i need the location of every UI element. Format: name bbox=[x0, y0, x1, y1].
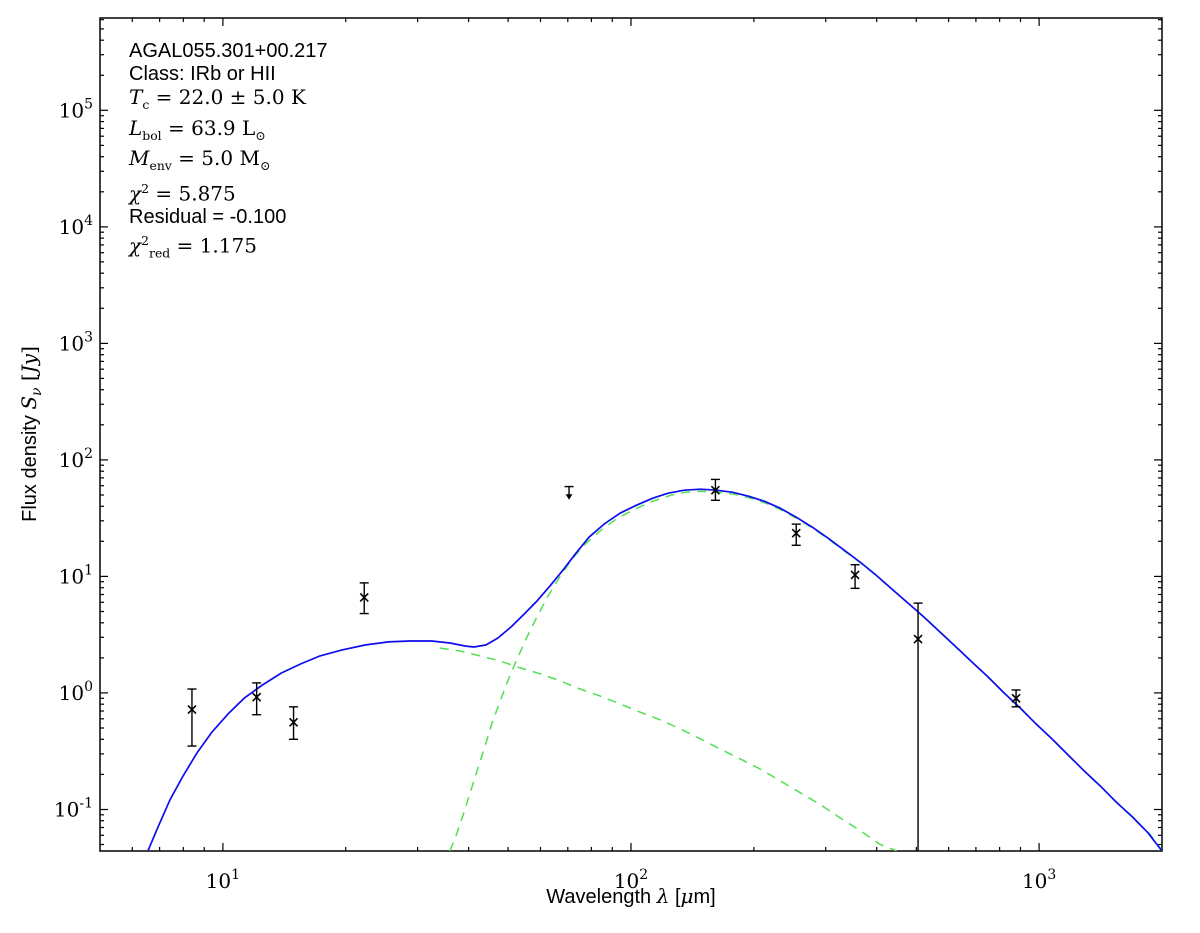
annotation-luminosity: Lbol = 63.9 L⊙ bbox=[129, 115, 266, 143]
x-marker bbox=[187, 704, 197, 715]
annotation-class: Class: IRb or HII bbox=[129, 63, 276, 86]
data-point bbox=[710, 478, 720, 502]
y-axis-label: Flux density Sν [Jy] bbox=[17, 346, 45, 522]
data-point bbox=[1011, 689, 1021, 708]
warm-component-curve bbox=[439, 647, 898, 851]
data-point bbox=[252, 682, 262, 716]
fit-parameters-annotation: AGAL055.301+00.217 Class: IRb or HII Tc … bbox=[129, 40, 328, 265]
annotation-temperature: Tc = 22.0 ± 5.0 K bbox=[129, 85, 306, 113]
model-curves bbox=[147, 488, 1162, 851]
down-arrow-icon bbox=[565, 494, 573, 500]
x-marker bbox=[1011, 693, 1021, 703]
y-tick-label: 104 bbox=[59, 213, 93, 239]
annotation-chi-squared-reduced: χ2red = 1.175 bbox=[129, 233, 257, 261]
data-points bbox=[187, 478, 1021, 851]
x-axis-label: Wavelength λ [μm] bbox=[546, 884, 715, 908]
data-point bbox=[791, 523, 801, 546]
x-marker bbox=[288, 717, 299, 727]
annotation-envelope-mass: Menv = 5.0 M⊙ bbox=[129, 145, 271, 173]
upper-limit-point bbox=[564, 485, 574, 500]
y-tick-label: 102 bbox=[59, 446, 93, 472]
plot-frame bbox=[99, 17, 1163, 852]
x-tick-label: 103 bbox=[1022, 867, 1056, 893]
data-point bbox=[850, 564, 860, 590]
x-marker bbox=[850, 570, 860, 580]
y-tick-label: 10-1 bbox=[54, 795, 93, 821]
data-point bbox=[359, 582, 369, 615]
x-marker bbox=[710, 485, 720, 495]
data-point bbox=[288, 706, 299, 741]
y-tick-label: 101 bbox=[59, 562, 93, 588]
x-marker bbox=[359, 592, 369, 603]
y-tick-label: 100 bbox=[59, 679, 93, 705]
annotation-chi-squared: χ2 = 5.875 bbox=[129, 181, 236, 206]
x-marker bbox=[791, 528, 801, 538]
y-tick-label: 103 bbox=[59, 329, 93, 355]
cold-component-curve bbox=[449, 490, 1162, 851]
x-tick-label: 102 bbox=[614, 867, 648, 893]
annotation-source-name: AGAL055.301+00.217 bbox=[129, 40, 328, 62]
x-marker bbox=[913, 634, 923, 644]
x-marker bbox=[252, 692, 262, 702]
y-tick-label: 105 bbox=[59, 96, 93, 122]
x-tick-label: 101 bbox=[206, 867, 240, 893]
annotation-residual: Residual = -0.100 bbox=[129, 205, 287, 228]
data-point bbox=[187, 688, 197, 747]
total-model-curve bbox=[147, 488, 1162, 851]
data-point bbox=[913, 602, 923, 851]
